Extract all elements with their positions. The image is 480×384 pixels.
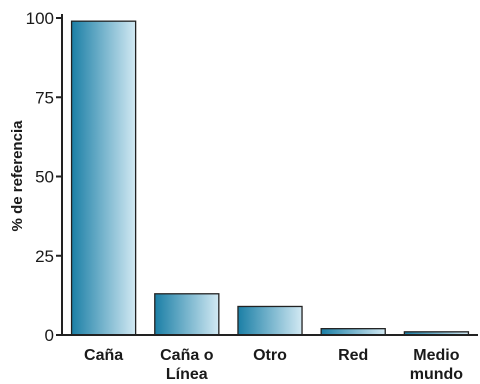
y-tick-label: 0 [45, 326, 54, 345]
y-axis-title-group: % de referencia [9, 120, 26, 232]
category-labels: Caña Caña o Línea Otro Red Medio mundo [84, 347, 463, 383]
y-tick-label: 50 [35, 168, 54, 187]
category-label: mundo [410, 366, 464, 383]
category-label: Caña [84, 347, 123, 364]
bars [70, 20, 470, 336]
category-label: Línea [166, 366, 208, 383]
y-tick-label: 25 [35, 247, 54, 266]
y-tick-label: 100 [26, 9, 54, 28]
category-label: Caña o [160, 347, 214, 364]
bar [154, 293, 220, 336]
bar [237, 305, 303, 336]
bar [70, 20, 137, 336]
category-label: Medio [413, 347, 459, 364]
y-axis-ticks: 0 25 50 75 100 [26, 9, 62, 345]
y-tick-label: 75 [35, 88, 54, 107]
category-label: Otro [253, 347, 287, 364]
y-axis-title: % de referencia [9, 120, 26, 232]
category-label: Red [338, 347, 368, 364]
